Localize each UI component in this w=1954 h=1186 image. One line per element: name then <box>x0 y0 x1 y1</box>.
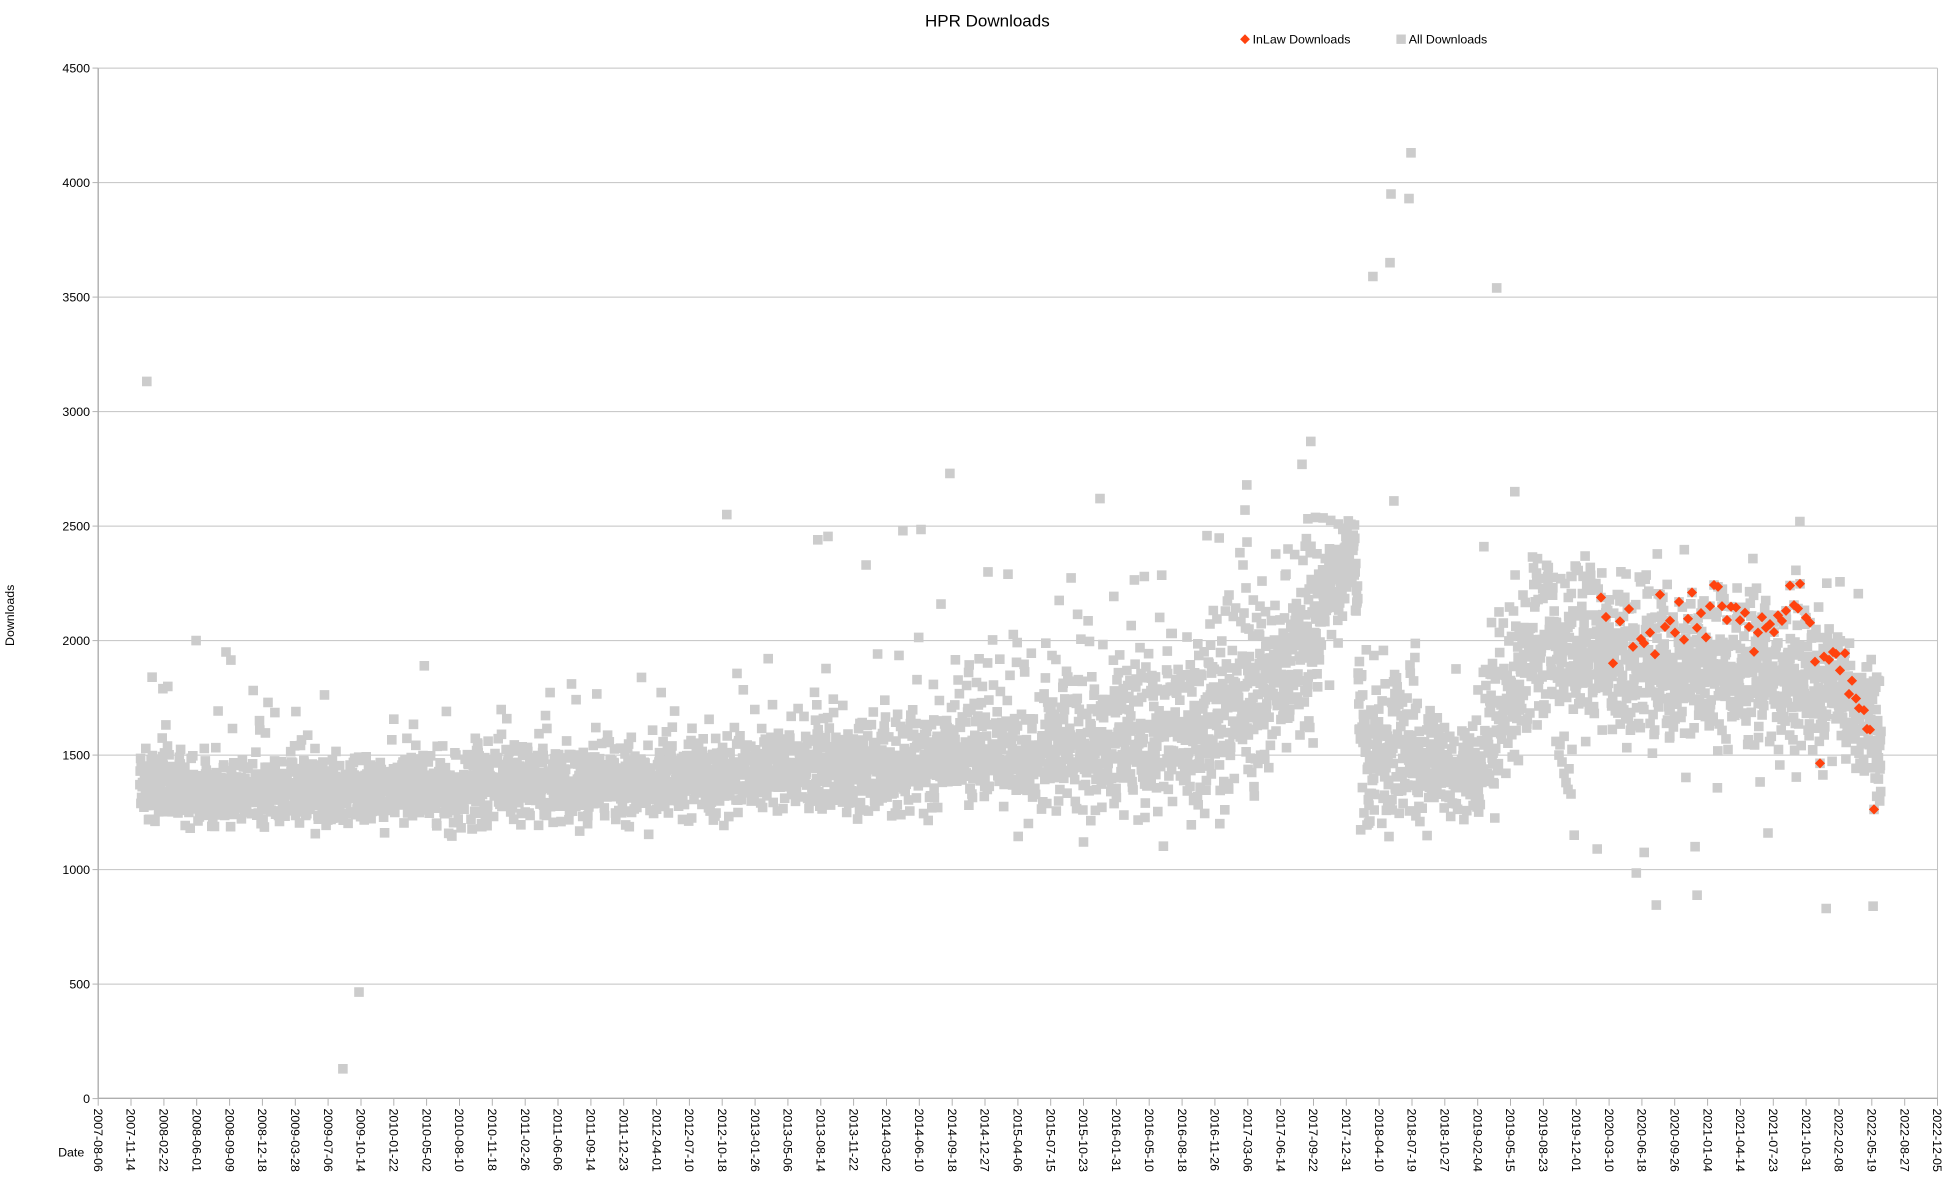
svg-text:2017-06-14: 2017-06-14 <box>1273 1109 1287 1172</box>
svg-text:2008-02-22: 2008-02-22 <box>157 1109 171 1172</box>
svg-text:2020-03-10: 2020-03-10 <box>1602 1109 1616 1172</box>
svg-text:4000: 4000 <box>62 176 90 190</box>
svg-text:InLaw Downloads: InLaw Downloads <box>1253 33 1351 47</box>
svg-text:2022-08-27: 2022-08-27 <box>1897 1109 1911 1172</box>
svg-text:2019-08-23: 2019-08-23 <box>1536 1109 1550 1172</box>
svg-text:2017-03-06: 2017-03-06 <box>1241 1109 1255 1172</box>
svg-text:2007-08-06: 2007-08-06 <box>91 1109 105 1172</box>
svg-text:0: 0 <box>83 1092 90 1106</box>
svg-text:2000: 2000 <box>62 634 90 648</box>
svg-text:4500: 4500 <box>62 61 90 75</box>
svg-text:2012-10-18: 2012-10-18 <box>715 1109 729 1172</box>
svg-text:2014-06-10: 2014-06-10 <box>912 1109 926 1172</box>
svg-text:2014-09-18: 2014-09-18 <box>945 1109 959 1172</box>
svg-text:2014-12-27: 2014-12-27 <box>978 1109 992 1172</box>
svg-text:2021-04-14: 2021-04-14 <box>1733 1109 1747 1172</box>
svg-text:2018-07-19: 2018-07-19 <box>1405 1109 1419 1172</box>
svg-text:2009-10-14: 2009-10-14 <box>354 1109 368 1172</box>
svg-text:2012-04-01: 2012-04-01 <box>649 1109 663 1172</box>
svg-text:2013-05-06: 2013-05-06 <box>781 1109 795 1172</box>
svg-text:2018-04-10: 2018-04-10 <box>1372 1109 1386 1172</box>
svg-text:2016-01-31: 2016-01-31 <box>1109 1109 1123 1172</box>
svg-text:2008-06-01: 2008-06-01 <box>189 1109 203 1172</box>
svg-text:2013-01-26: 2013-01-26 <box>748 1109 762 1172</box>
svg-text:All Downloads: All Downloads <box>1409 33 1488 47</box>
svg-text:2013-08-14: 2013-08-14 <box>814 1109 828 1172</box>
svg-text:2019-05-15: 2019-05-15 <box>1503 1109 1517 1172</box>
svg-text:1500: 1500 <box>62 748 90 762</box>
svg-text:2008-12-18: 2008-12-18 <box>255 1109 269 1172</box>
svg-text:2018-10-27: 2018-10-27 <box>1438 1109 1452 1172</box>
svg-text:2022-05-19: 2022-05-19 <box>1865 1109 1879 1172</box>
svg-text:2013-11-22: 2013-11-22 <box>846 1109 860 1172</box>
svg-text:2012-07-10: 2012-07-10 <box>682 1109 696 1172</box>
svg-text:1000: 1000 <box>62 863 90 877</box>
svg-text:2011-06-06: 2011-06-06 <box>551 1109 565 1172</box>
svg-text:2016-08-18: 2016-08-18 <box>1175 1109 1189 1172</box>
svg-text:2015-07-15: 2015-07-15 <box>1043 1109 1057 1172</box>
svg-text:2020-09-26: 2020-09-26 <box>1667 1109 1681 1172</box>
svg-text:Date: Date <box>58 1146 84 1160</box>
svg-text:3000: 3000 <box>62 405 90 419</box>
svg-text:2017-12-31: 2017-12-31 <box>1339 1109 1353 1172</box>
svg-text:2010-01-22: 2010-01-22 <box>387 1109 401 1172</box>
svg-text:2011-09-14: 2011-09-14 <box>584 1109 598 1172</box>
svg-text:Downloads: Downloads <box>3 585 17 646</box>
svg-text:2021-01-04: 2021-01-04 <box>1700 1109 1714 1172</box>
svg-text:2007-11-14: 2007-11-14 <box>124 1109 138 1172</box>
svg-text:2019-02-04: 2019-02-04 <box>1470 1109 1484 1172</box>
svg-text:2014-03-02: 2014-03-02 <box>879 1109 893 1172</box>
svg-text:2500: 2500 <box>62 519 90 533</box>
svg-text:2016-11-26: 2016-11-26 <box>1208 1109 1222 1172</box>
svg-text:500: 500 <box>69 977 90 991</box>
svg-text:2009-03-28: 2009-03-28 <box>288 1109 302 1172</box>
svg-text:2021-07-23: 2021-07-23 <box>1766 1109 1780 1172</box>
svg-text:2009-07-06: 2009-07-06 <box>321 1109 335 1172</box>
svg-text:2022-12-05: 2022-12-05 <box>1930 1109 1944 1172</box>
svg-text:2008-09-09: 2008-09-09 <box>222 1109 236 1172</box>
svg-text:2010-08-10: 2010-08-10 <box>452 1109 466 1172</box>
svg-text:3500: 3500 <box>62 290 90 304</box>
svg-text:2022-02-08: 2022-02-08 <box>1832 1109 1846 1172</box>
svg-text:2020-06-18: 2020-06-18 <box>1635 1109 1649 1172</box>
svg-text:HPR Downloads: HPR Downloads <box>925 12 1050 31</box>
svg-text:2017-09-22: 2017-09-22 <box>1306 1109 1320 1172</box>
svg-text:2021-10-31: 2021-10-31 <box>1799 1109 1813 1172</box>
svg-text:2011-02-26: 2011-02-26 <box>518 1109 532 1172</box>
svg-text:2010-11-18: 2010-11-18 <box>485 1109 499 1172</box>
svg-text:2019-12-01: 2019-12-01 <box>1569 1109 1583 1172</box>
svg-text:2015-10-23: 2015-10-23 <box>1076 1109 1090 1172</box>
svg-text:2011-12-23: 2011-12-23 <box>616 1109 630 1172</box>
svg-text:2015-04-06: 2015-04-06 <box>1011 1109 1025 1172</box>
svg-text:2016-05-10: 2016-05-10 <box>1142 1109 1156 1172</box>
svg-text:2010-05-02: 2010-05-02 <box>419 1109 433 1172</box>
